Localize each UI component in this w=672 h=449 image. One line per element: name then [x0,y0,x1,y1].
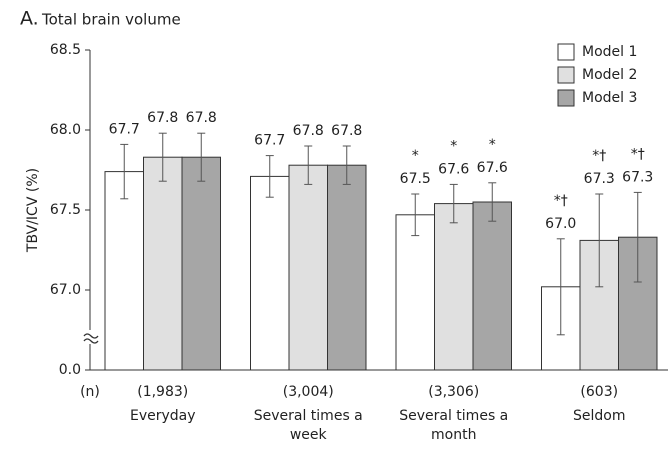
legend-label: Model 1 [582,44,637,60]
count-label: (1,983) [137,384,188,400]
y-tick-label: 67.5 [50,202,81,218]
value-label: 67.3 [622,169,653,185]
axis-break-bg [84,330,98,344]
value-label: 67.6 [438,161,469,177]
n-label: (n) [80,384,100,400]
legend-label: Model 2 [582,67,637,83]
value-label: 67.6 [477,160,508,176]
panel-label: A. [20,8,39,30]
value-label: 67.7 [109,121,140,137]
y-tick-label: 0.0 [59,362,81,378]
x-tick-label: Several times a month [399,408,509,443]
legend-swatch [557,66,575,84]
bar [104,171,144,371]
axis-break [83,333,99,344]
chart-title: Total brain volume [41,11,181,29]
x-tick-label: Several times a week [253,408,363,443]
value-label: 67.3 [584,171,615,187]
value-label: 67.8 [147,110,178,126]
bar [181,156,221,371]
value-label: 67.0 [545,216,576,232]
significance-marker: *† [631,146,645,162]
legend-swatch [557,89,575,107]
significance-marker: * [412,148,419,164]
bar [250,175,290,371]
bar [327,164,367,371]
y-tick-label: 68.0 [50,122,81,138]
y-tick-label: 68.5 [50,42,81,58]
value-label: 67.7 [254,133,285,149]
count-label: (603) [580,384,618,400]
bar [288,164,328,371]
x-tick-label: Everyday [129,408,196,424]
value-label: 67.8 [331,123,362,139]
value-label: 67.5 [400,171,431,187]
value-label: 67.8 [186,110,217,126]
significance-marker: *† [592,148,606,164]
bar [395,214,435,371]
legend-swatch [557,43,575,61]
legend-label: Model 3 [582,90,637,106]
bar [434,203,474,371]
bar [472,201,512,371]
x-tick-label: Seldom [573,408,626,424]
value-label: 67.8 [293,123,324,139]
significance-marker: * [450,138,457,154]
count-label: (3,306) [428,384,479,400]
y-tick-label: 67.0 [50,282,81,298]
significance-marker: *† [554,193,568,209]
bar [143,156,183,371]
y-axis-label: TBV/ICV (%) [25,168,41,253]
count-label: (3,004) [283,384,334,400]
significance-marker: * [489,137,496,153]
